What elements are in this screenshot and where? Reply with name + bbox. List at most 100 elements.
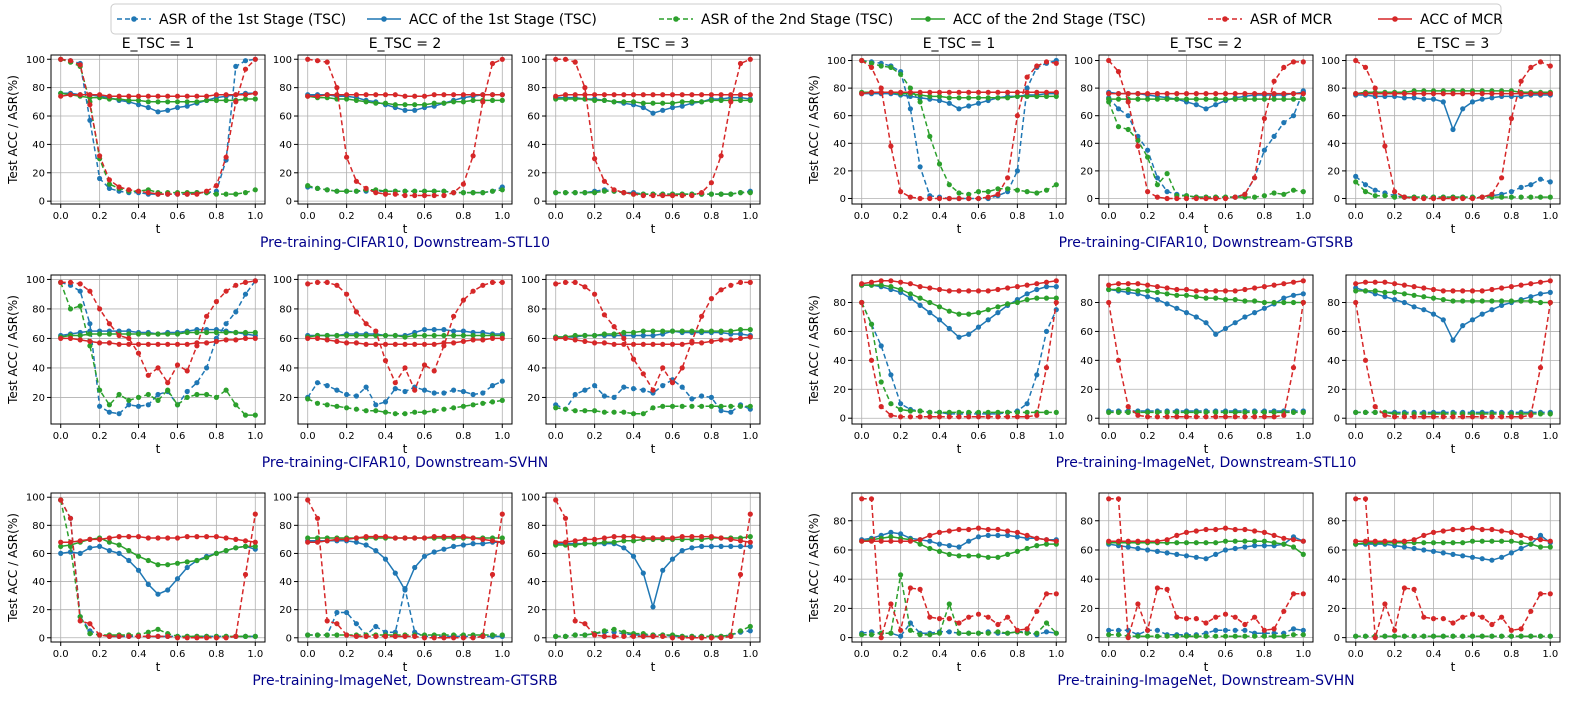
data-point — [1479, 538, 1485, 544]
data-point — [431, 368, 437, 374]
data-point — [155, 109, 161, 115]
data-point — [1300, 591, 1306, 597]
legend-frame — [110, 3, 1502, 35]
data-point — [1145, 154, 1151, 160]
data-point — [679, 99, 685, 105]
data-point — [392, 411, 398, 417]
data-point — [699, 328, 705, 334]
data-point — [1043, 591, 1050, 597]
data-point — [1271, 633, 1277, 639]
data-point — [630, 99, 637, 105]
data-point — [669, 100, 676, 106]
data-point — [1479, 298, 1485, 304]
data-point — [135, 350, 142, 356]
data-point — [1135, 288, 1141, 294]
data-point — [373, 190, 379, 196]
data-point — [314, 335, 321, 341]
data-point — [314, 400, 321, 406]
data-point — [204, 313, 210, 319]
y-tick-label: 0 — [534, 633, 540, 644]
data-point — [592, 332, 598, 339]
data-point — [1024, 401, 1030, 407]
data-point — [946, 616, 952, 622]
data-point — [87, 92, 93, 98]
data-point — [562, 92, 569, 98]
data-point — [174, 99, 181, 105]
data-point — [67, 279, 74, 285]
data-point — [1499, 194, 1505, 200]
data-point — [1193, 288, 1199, 294]
data-point — [1135, 545, 1141, 552]
data-point — [1242, 298, 1248, 304]
x-tick-label: 0.2 — [92, 211, 108, 222]
data-point — [314, 58, 321, 64]
data-point — [1024, 74, 1030, 80]
y-tick-label: 20 — [279, 605, 292, 616]
data-point — [165, 331, 171, 337]
y-tick-label: 100 — [273, 275, 292, 286]
y-tick-label: 0 — [840, 194, 846, 205]
data-point — [392, 535, 398, 541]
data-point — [917, 541, 923, 547]
data-point — [305, 56, 311, 62]
data-point — [1411, 95, 1417, 101]
data-point — [363, 92, 369, 98]
data-point — [917, 632, 923, 638]
data-point — [1261, 409, 1267, 415]
data-point — [1135, 96, 1141, 102]
data-point — [174, 331, 181, 337]
data-point — [1164, 171, 1170, 177]
data-point — [1382, 193, 1388, 199]
data-point — [116, 633, 122, 640]
data-point — [601, 409, 608, 415]
data-point — [402, 587, 408, 593]
data-point — [1450, 337, 1456, 343]
data-point — [1440, 633, 1446, 639]
data-point — [1193, 102, 1199, 108]
data-point — [213, 92, 219, 98]
data-point — [1005, 186, 1011, 192]
data-point — [1252, 194, 1258, 200]
data-point — [460, 388, 466, 395]
data-point — [155, 191, 161, 197]
x-axis-label: t — [403, 442, 408, 456]
x-tick-label: 0.8 — [1256, 649, 1272, 660]
data-point — [334, 85, 340, 91]
data-point — [470, 332, 476, 339]
data-point — [77, 337, 83, 343]
data-point — [572, 337, 578, 343]
data-point — [1392, 189, 1398, 195]
data-point — [252, 278, 258, 284]
data-point — [868, 60, 875, 66]
data-point — [223, 329, 229, 336]
data-point — [650, 341, 656, 347]
data-point — [1401, 633, 1407, 639]
data-point — [392, 102, 398, 108]
data-point — [689, 328, 695, 334]
data-point — [155, 365, 161, 371]
data-point — [562, 539, 569, 545]
data-point — [1053, 284, 1059, 290]
data-point — [324, 92, 330, 98]
data-point — [1469, 99, 1476, 105]
data-point — [106, 321, 112, 327]
data-point — [382, 358, 389, 364]
data-point — [1005, 630, 1011, 636]
data-point — [936, 304, 943, 310]
data-point — [252, 511, 258, 517]
data-point — [660, 192, 666, 199]
x-tick-label: 1.0 — [1295, 649, 1311, 660]
data-point — [135, 331, 142, 337]
data-point — [489, 571, 496, 578]
data-point — [1290, 292, 1297, 298]
data-point — [204, 93, 210, 99]
data-point — [975, 100, 982, 106]
data-point — [314, 539, 321, 545]
data-point — [946, 195, 952, 202]
data-point — [334, 92, 340, 98]
data-point — [868, 538, 875, 544]
legend-label: ACC of the 1st Stage (TSC) — [409, 12, 597, 28]
data-point — [966, 614, 972, 620]
